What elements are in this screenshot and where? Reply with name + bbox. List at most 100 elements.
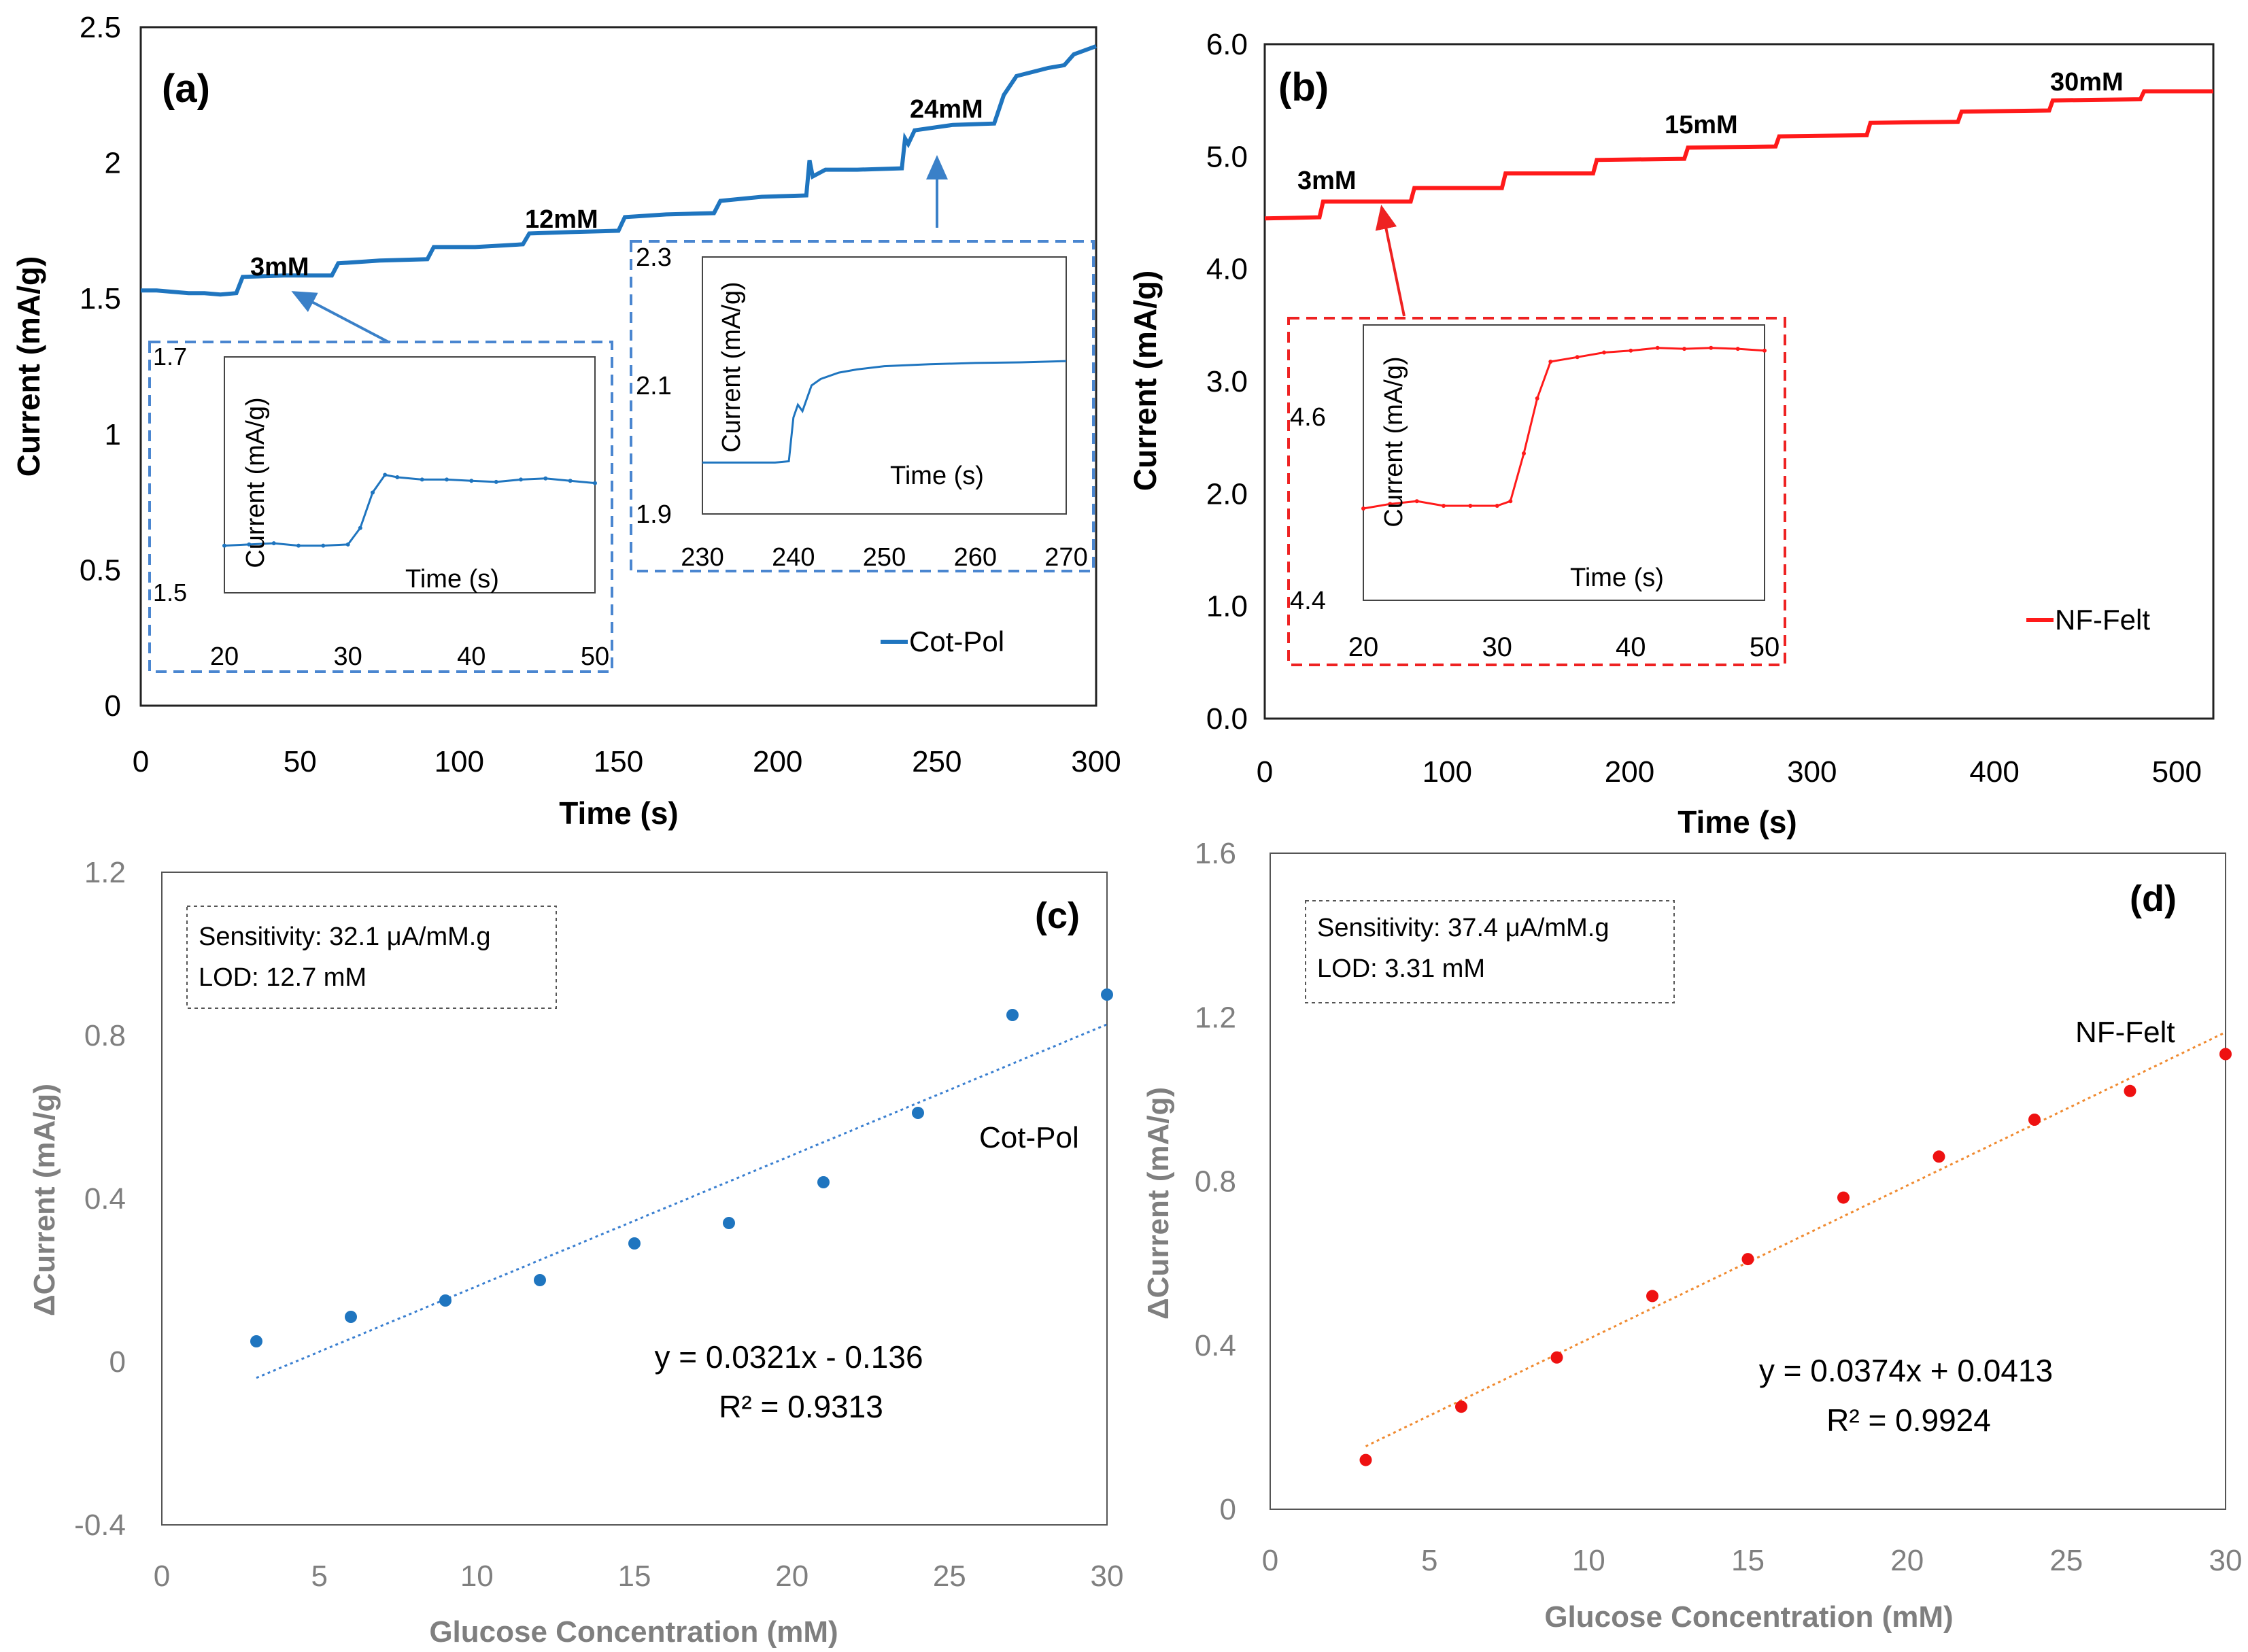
panel-c-x-tick-20: 20 xyxy=(775,1560,808,1593)
panel-b-annotation-3mm: 3mM xyxy=(1297,167,1357,195)
panel-c-info-sensitivity: Sensitivity: 32.1 μA/mM.g xyxy=(199,923,491,951)
panel-a-annotation-3mm: 3mM xyxy=(250,253,309,281)
panel-b-inset-frame xyxy=(1363,324,1765,601)
panel-d-point-2 xyxy=(1550,1351,1563,1364)
panel-b-legend-label: NF-Felt xyxy=(2055,604,2150,636)
panel-c-point-0 xyxy=(250,1335,262,1347)
panel-a-inset-right-x-tick-260: 260 xyxy=(954,543,997,572)
panel-b-annotation-15mm: 15mM xyxy=(1665,111,1738,139)
panel-c-point-1 xyxy=(345,1311,357,1323)
panel-a: 00.511.522.5 0 50 100 150 200 250 300 (a) 3mM … xyxy=(11,11,1121,831)
panel-b-inset: 4.4 4.6 20 30 40 50 Current (mA/g) Time (s) xyxy=(1287,317,1786,666)
panel-c-equation: y = 0.0321x - 0.136 xyxy=(654,1339,923,1375)
panel-a-inset-right-y-title: Current (mA/g) xyxy=(717,281,746,452)
panel-a-x-tick-0: 0 xyxy=(133,745,149,778)
panel-d-info-sensitivity: Sensitivity: 37.4 μA/mM.g xyxy=(1317,914,1610,942)
panel-d-equation: y = 0.0374x + 0.0413 xyxy=(1759,1353,2053,1388)
panel-a-inset-left-dashed-box xyxy=(148,341,613,673)
panel-a-inset-right-y-tick-2.1: 2.1 xyxy=(636,372,672,400)
panel-a-inset-right-dashed-box xyxy=(630,240,1095,572)
panel-c-point-9 xyxy=(1101,988,1113,1001)
panel-d-r-squared: R² = 0.9924 xyxy=(1826,1403,1991,1438)
panel-a-y-tick-1: 1 xyxy=(105,418,121,451)
panel-b-x-tick-100: 100 xyxy=(1423,755,1472,789)
panel-a-inset-left-frame xyxy=(224,356,596,593)
panel-a-inset-left-x-tick-50: 50 xyxy=(581,642,609,671)
panel-c-x-tick-10: 10 xyxy=(460,1560,494,1593)
panel-d-x-tick-0: 0 xyxy=(1262,1544,1278,1577)
panel-d-point-8 xyxy=(2124,1084,2136,1097)
panel-c-label: (c) xyxy=(1035,895,1080,936)
panel-b-x-axis-title: Time (s) xyxy=(1678,804,1797,840)
panel-d-point-4 xyxy=(1741,1253,1754,1266)
panel-b-plot-frame xyxy=(1263,43,2215,720)
panel-d-y-tick-0: 0 xyxy=(1220,1493,1236,1526)
panel-a-y-tick-2.5: 2.5 xyxy=(80,11,121,44)
panel-a-inset-left-y-title: Current (mA/g) xyxy=(241,397,270,568)
panel-a-inset-right-tick-labels: 1.9 2.1 2.3 230 240 250 260 270 xyxy=(636,243,1088,572)
panel-c: -0.4 0 0.4 0.8 1.2 0 5 10 15 20 25 30 (c) Sensitiv… xyxy=(28,856,1123,1649)
panel-a-inset-left-tick-labels: 1.5 1.7 20 30 40 50 xyxy=(153,343,609,671)
panel-d-point-7 xyxy=(2028,1114,2041,1126)
panel-c-point-7 xyxy=(912,1107,924,1119)
panel-c-x-tick-0: 0 xyxy=(154,1560,170,1593)
panel-b-inset-x-tick-40: 40 xyxy=(1616,632,1646,662)
panel-a-inset-left-y-tick-1.5: 1.5 xyxy=(153,579,187,606)
panel-d-point-9 xyxy=(2219,1048,2232,1061)
panel-d-info-lod: LOD: 3.31 mM xyxy=(1317,954,1485,983)
panel-b-inset-y-tick-4.6: 4.6 xyxy=(1290,403,1326,432)
panel-a-x-tick-150: 150 xyxy=(594,745,643,778)
panel-a-inset-right-x-tick-240: 240 xyxy=(772,543,815,572)
panel-a-x-tick-300: 300 xyxy=(1071,745,1121,778)
panel-a-y-axis-title: Current (mA/g) xyxy=(11,256,46,477)
panel-a-y-tick-0: 0 xyxy=(105,689,121,723)
panel-c-y-tick-0.4: 0.4 xyxy=(84,1182,126,1216)
panel-a-inset-left-series xyxy=(224,473,596,547)
panel-c-y-axis-title: ΔCurrent (mA/g) xyxy=(28,1084,61,1316)
panel-b-y-tick-2.0: 2.0 xyxy=(1206,477,1248,511)
panel-d-point-6 xyxy=(1932,1150,1945,1163)
panel-b-inset-x-tick-30: 30 xyxy=(1482,632,1512,662)
panel-c-plot-frame xyxy=(161,872,1108,1526)
panel-a-inset-right-series xyxy=(702,360,1067,464)
panel-c-point-8 xyxy=(1006,1009,1019,1021)
panel-b-inset-y-title: Current (mA/g) xyxy=(1380,356,1408,527)
panel-d-label: (d) xyxy=(2130,878,2177,919)
panel-d-point-5 xyxy=(1837,1191,1850,1204)
panel-c-x-axis-title: Glucose Concentration (mM) xyxy=(429,1615,838,1649)
panel-a-inset-right-x-tick-230: 230 xyxy=(681,543,723,572)
panel-d-y-tick-1.6: 1.6 xyxy=(1195,837,1236,870)
panel-a-inset-right-y-tick-2.3: 2.3 xyxy=(636,243,672,272)
panel-a-x-tick-250: 250 xyxy=(912,745,961,778)
panel-a-x-tick-labels: 0 50 100 150 200 250 300 xyxy=(133,745,1121,778)
panel-c-point-6 xyxy=(817,1176,830,1188)
panel-b-inset-x-tick-20: 20 xyxy=(1348,632,1379,662)
panel-a-inset-left-y-tick-1.7: 1.7 xyxy=(153,343,187,371)
panel-a-x-axis-title: Time (s) xyxy=(559,795,679,831)
panel-d-x-axis-title: Glucose Concentration (mM) xyxy=(1544,1600,1953,1634)
panel-b-inset-x-tick-50: 50 xyxy=(1750,632,1780,662)
panel-c-x-tick-25: 25 xyxy=(933,1560,966,1593)
panel-c-x-tick-5: 5 xyxy=(311,1560,327,1593)
panel-c-y-tick-1.2: 1.2 xyxy=(84,856,126,889)
panel-b-x-tick-500: 500 xyxy=(2152,755,2202,789)
panel-c-x-tick-30: 30 xyxy=(1091,1560,1124,1593)
panel-c-y-tick--0.4: -0.4 xyxy=(74,1509,126,1542)
panel-b-y-tick-0.0: 0.0 xyxy=(1206,702,1248,736)
panel-a-y-tick-0.5: 0.5 xyxy=(80,553,121,587)
panel-c-points xyxy=(250,988,1113,1347)
panel-d-points xyxy=(1359,1048,2232,1466)
panel-d-x-tick-labels: 0 5 10 15 20 25 30 xyxy=(1262,1544,2243,1577)
panel-b-y-tick-6.0: 6.0 xyxy=(1206,28,1248,61)
panel-b-y-tick-labels: 0.0 1.0 2.0 3.0 4.0 5.0 6.0 xyxy=(1206,28,1248,736)
panel-a-label: (a) xyxy=(162,67,210,111)
panel-b-y-tick-3.0: 3.0 xyxy=(1206,365,1248,398)
panel-a-inset-left-x-tick-40: 40 xyxy=(457,642,486,671)
panel-b-x-tick-0: 0 xyxy=(1257,755,1273,789)
panel-d-y-tick-0.8: 0.8 xyxy=(1195,1165,1236,1199)
panel-a-inset-right-x-tick-270: 270 xyxy=(1044,543,1087,572)
panel-c-x-tick-labels: 0 5 10 15 20 25 30 xyxy=(154,1560,1124,1593)
panel-b-y-tick-4.0: 4.0 xyxy=(1206,253,1248,286)
panel-c-y-tick-0.8: 0.8 xyxy=(84,1019,126,1052)
